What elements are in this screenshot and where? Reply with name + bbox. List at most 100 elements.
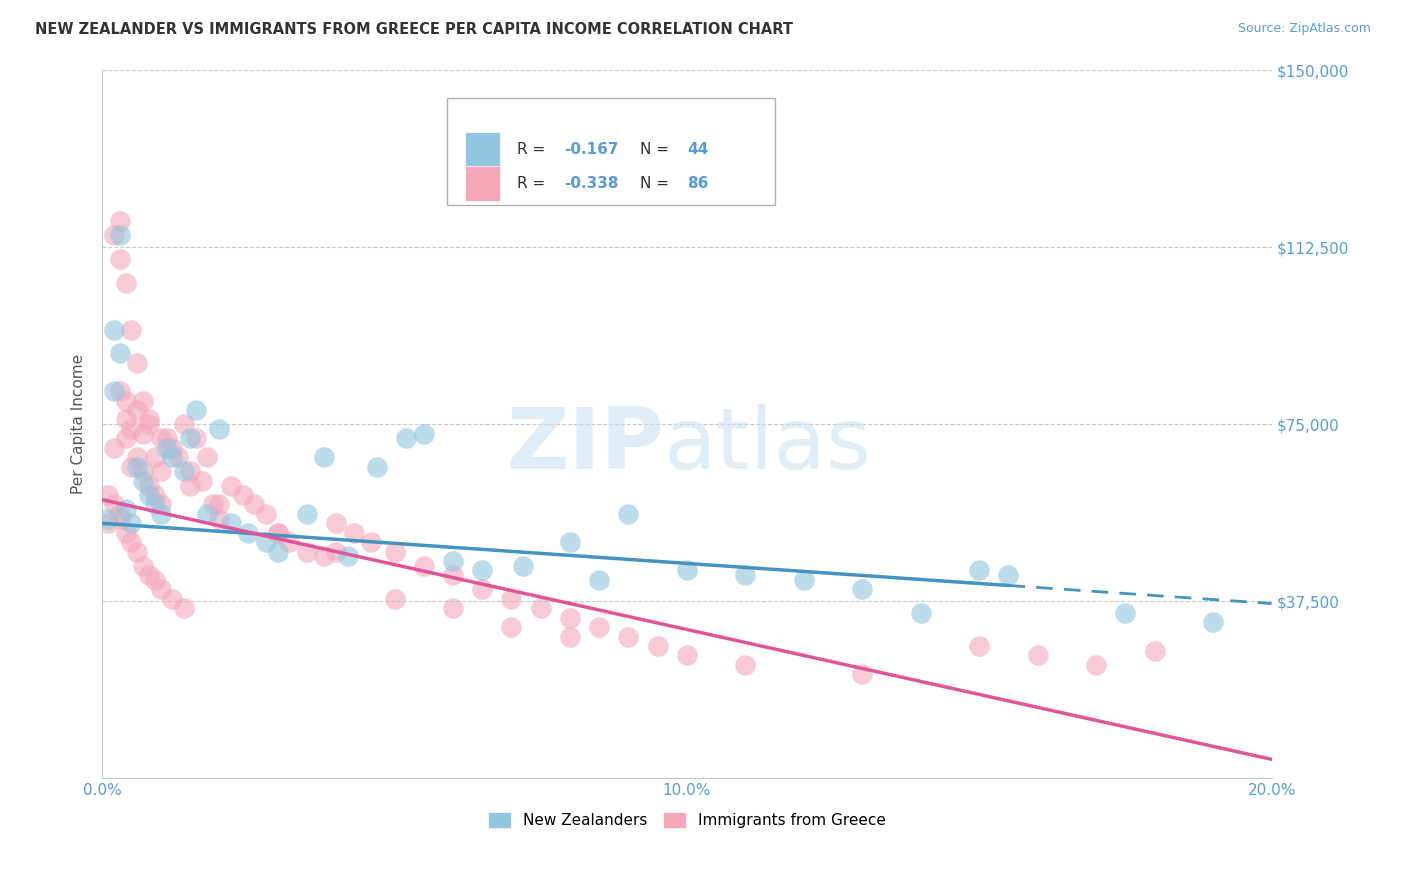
Point [127,544,149,558]
Point [254,507,277,521]
Text: -0.167: -0.167 [564,142,619,157]
Point [108,228,131,243]
Point [103,497,125,511]
Point [114,412,136,426]
Point [325,516,347,531]
Text: Source: ZipAtlas.com: Source: ZipAtlas.com [1237,22,1371,36]
Point [295,507,318,521]
Point [384,591,406,606]
Point [108,507,131,521]
Point [558,630,581,644]
Point [336,549,359,564]
Text: R =: R = [517,176,551,191]
Text: NEW ZEALANDER VS IMMIGRANTS FROM GREECE PER CAPITA INCOME CORRELATION CHART: NEW ZEALANDER VS IMMIGRANTS FROM GREECE … [35,22,793,37]
Point [501,620,523,634]
Text: 44: 44 [688,142,709,157]
Point [132,558,155,573]
Point [173,601,195,615]
Point [114,393,136,408]
Point [127,450,149,465]
Point [143,497,166,511]
Point [103,441,125,455]
Point [558,535,581,549]
Point [179,478,201,492]
Point [851,667,873,681]
Point [173,464,195,478]
Point [155,441,177,455]
Point [202,497,225,511]
Point [219,478,242,492]
Point [208,422,231,436]
Point [734,568,756,582]
Point [143,450,166,465]
Point [266,525,288,540]
Point [167,450,190,465]
Point [278,535,301,549]
Point [103,228,125,243]
Point [1114,606,1136,620]
Point [120,516,142,531]
Point [360,535,382,549]
Point [162,450,184,465]
Text: atlas: atlas [664,404,872,487]
Point [132,393,155,408]
Point [512,558,534,573]
Point [162,441,184,455]
Point [997,568,1019,582]
Point [851,582,873,597]
Point [114,502,136,516]
Point [314,450,336,465]
Point [208,497,231,511]
Point [97,511,120,525]
Point [162,591,184,606]
Point [132,426,155,441]
Point [676,564,699,578]
Point [197,450,219,465]
Point [149,507,172,521]
Point [184,403,207,417]
Text: ZIP: ZIP [506,404,664,487]
Point [138,417,160,431]
Point [108,511,131,525]
Point [143,573,166,587]
Legend: New Zealanders, Immigrants from Greece: New Zealanders, Immigrants from Greece [482,806,891,834]
Point [558,610,581,624]
Point [967,639,990,653]
Text: 86: 86 [688,176,709,191]
Point [197,507,219,521]
Point [120,323,142,337]
Point [676,648,699,663]
Point [127,403,149,417]
Point [412,558,434,573]
Point [120,422,142,436]
Point [617,630,640,644]
Point [441,601,464,615]
Point [366,459,388,474]
Text: N =: N = [640,142,673,157]
Point [108,384,131,398]
Point [1143,644,1166,658]
Point [314,549,336,564]
Point [232,488,254,502]
Point [138,568,160,582]
Point [238,525,260,540]
Point [108,346,131,360]
Point [149,497,172,511]
Point [120,459,142,474]
Point [132,464,155,478]
Point [530,601,553,615]
Point [173,417,195,431]
Point [103,384,125,398]
Point [179,431,201,445]
Point [325,544,347,558]
FancyBboxPatch shape [465,166,499,201]
Point [967,564,990,578]
Point [97,488,120,502]
Point [1085,657,1108,672]
Text: -0.338: -0.338 [564,176,619,191]
Point [138,488,160,502]
Point [1026,648,1049,663]
Text: N =: N = [640,176,673,191]
Point [114,525,136,540]
Point [266,525,288,540]
